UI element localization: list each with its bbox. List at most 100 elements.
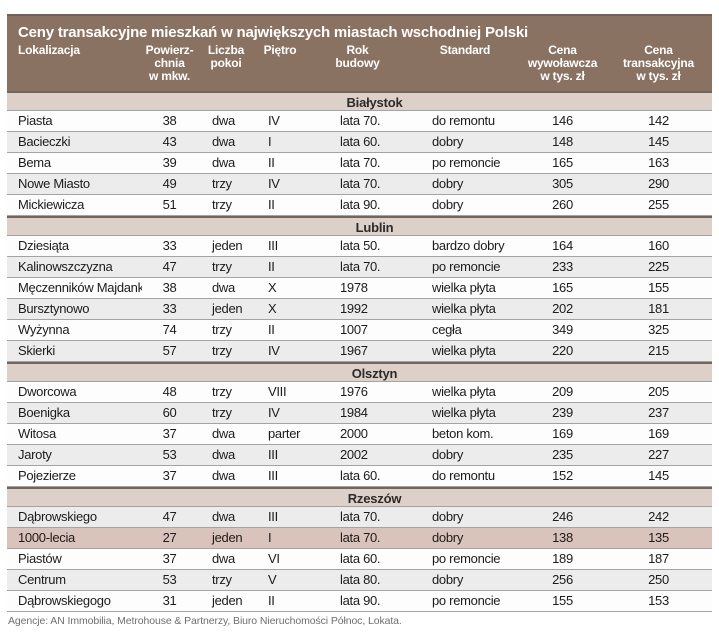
column-header-pietro: Piętro [263,43,297,57]
cell-sale-price: 145 [648,134,669,149]
cell-floor: IV [268,176,280,191]
cell-rooms: trzy [212,343,232,358]
section-band: Olsztyn [7,362,712,382]
cell-sale-price: 215 [648,343,669,358]
cell-floor: III [268,468,278,483]
cell-location: Dąbrowskiego [18,509,97,524]
cell-year: lata 90. [340,197,381,212]
cell-sale-price: 227 [648,447,669,462]
cell-year: lata 90. [340,593,381,608]
table-row: Bursztynowo 33 jeden X 1992 wielka płyta 202 18… [7,299,712,320]
table-row: Dziesiąta 33 jeden III lata 50. bardzo dobry 1… [7,236,712,257]
cell-area: 53 [162,572,177,587]
cell-standard: po remoncie [432,593,501,608]
cell-rooms: trzy [212,197,232,212]
cell-ask-price: 164 [552,238,573,253]
cell-ask-price: 169 [552,426,573,441]
table-row: Wyżynna 74 trzy II 1007 cegła 349 325 [7,320,712,341]
table-row: Piasta 38 dwa IV lata 70. do remontu 146 142 [7,111,712,132]
cell-standard: dobry [432,197,464,212]
cell-standard: wielka płyta [432,384,496,399]
cell-rooms: trzy [212,176,232,191]
cell-floor: V [268,572,277,587]
cell-ask-price: 349 [552,322,573,337]
cell-year: lata 80. [340,572,381,587]
cell-standard: dobry [432,509,464,524]
cell-location: Piasta [18,113,53,128]
cell-standard: wielka płyta [432,405,496,420]
cell-standard: bardzo dobry [432,238,505,253]
cell-ask-price: 305 [552,176,573,191]
cell-year: 1984 [340,405,368,420]
cell-area: 47 [162,259,177,274]
cell-ask-price: 209 [552,384,573,399]
section-band: Białystok [7,91,712,111]
cell-rooms: dwa [212,551,235,566]
cell-location: Jaroty [18,447,52,462]
table-row: Piastów 37 dwa VI lata 60. po remoncie 189 187 [7,549,712,570]
price-table: Ceny transakcyjne mieszkań w największyc… [7,14,712,612]
cell-ask-price: 235 [552,447,573,462]
cell-area: 49 [162,176,177,191]
cell-ask-price: 165 [552,280,573,295]
cell-rooms: dwa [212,113,235,128]
cell-floor: I [268,530,272,545]
cell-standard: po remoncie [432,259,501,274]
cell-location: Witosa [18,426,56,441]
cell-sale-price: 163 [648,155,669,170]
table-row: Boenigka 60 trzy IV 1984 wielka płyta 239 237 [7,403,712,424]
column-header-liczba-pokoi: Liczba pokoi [207,43,245,70]
cell-standard: dobry [432,530,464,545]
cell-year: lata 70. [340,509,381,524]
cell-year: 2000 [340,426,368,441]
cell-area: 47 [162,509,177,524]
cell-area: 74 [162,322,177,337]
cell-ask-price: 138 [552,530,573,545]
cell-ask-price: 189 [552,551,573,566]
cell-area: 53 [162,447,177,462]
cell-rooms: dwa [212,134,235,149]
cell-rooms: jeden [212,530,243,545]
column-header-standard: Standard [439,43,491,57]
cell-rooms: dwa [212,468,235,483]
cell-area: 39 [162,155,177,170]
cell-standard: wielka płyta [432,301,496,316]
cell-area: 37 [162,426,177,441]
cell-location: Bema [18,155,51,170]
cell-location: Bacieczki [18,134,71,149]
cell-rooms: dwa [212,509,235,524]
cell-floor: I [268,134,272,149]
column-header-row: Lokalizacja Powierz- chnia w mkw. Liczba… [7,44,712,91]
cell-area: 37 [162,468,177,483]
cell-standard: cegła [432,322,462,337]
cell-year: 1007 [340,322,368,337]
cell-standard: po remoncie [432,551,501,566]
table-row: Dworcowa 48 trzy VIII 1976 wielka płyta 209 205 [7,382,712,403]
table-row: Kalinowszczyzna 47 trzy II lata 70. po remonc… [7,257,712,278]
table-row: Nowe Miasto 49 trzy IV lata 70. dobry 305 290 [7,174,712,195]
cell-year: 1976 [340,384,368,399]
cell-sale-price: 242 [648,509,669,524]
cell-sale-price: 225 [648,259,669,274]
cell-floor: IV [268,343,280,358]
cell-sale-price: 205 [648,384,669,399]
cell-year: lata 70. [340,259,381,274]
cell-sale-price: 250 [648,572,669,587]
cell-ask-price: 146 [552,113,573,128]
cell-rooms: trzy [212,384,232,399]
cell-year: 1967 [340,343,368,358]
cell-floor: II [268,155,275,170]
cell-area: 33 [162,238,177,253]
cell-standard: po remoncie [432,155,501,170]
cell-ask-price: 239 [552,405,573,420]
cell-ask-price: 148 [552,134,573,149]
cell-year: 2002 [340,447,368,462]
cell-rooms: jeden [212,593,243,608]
column-header-powierzchnia: Powierz- chnia w mkw. [145,43,194,83]
table-title: Ceny transakcyjne mieszkań w największyc… [18,24,528,41]
table-body: Białystok Piasta 38 dwa IV lata 70. do remontu… [7,91,712,612]
cell-location: Dworcowa [18,384,77,399]
